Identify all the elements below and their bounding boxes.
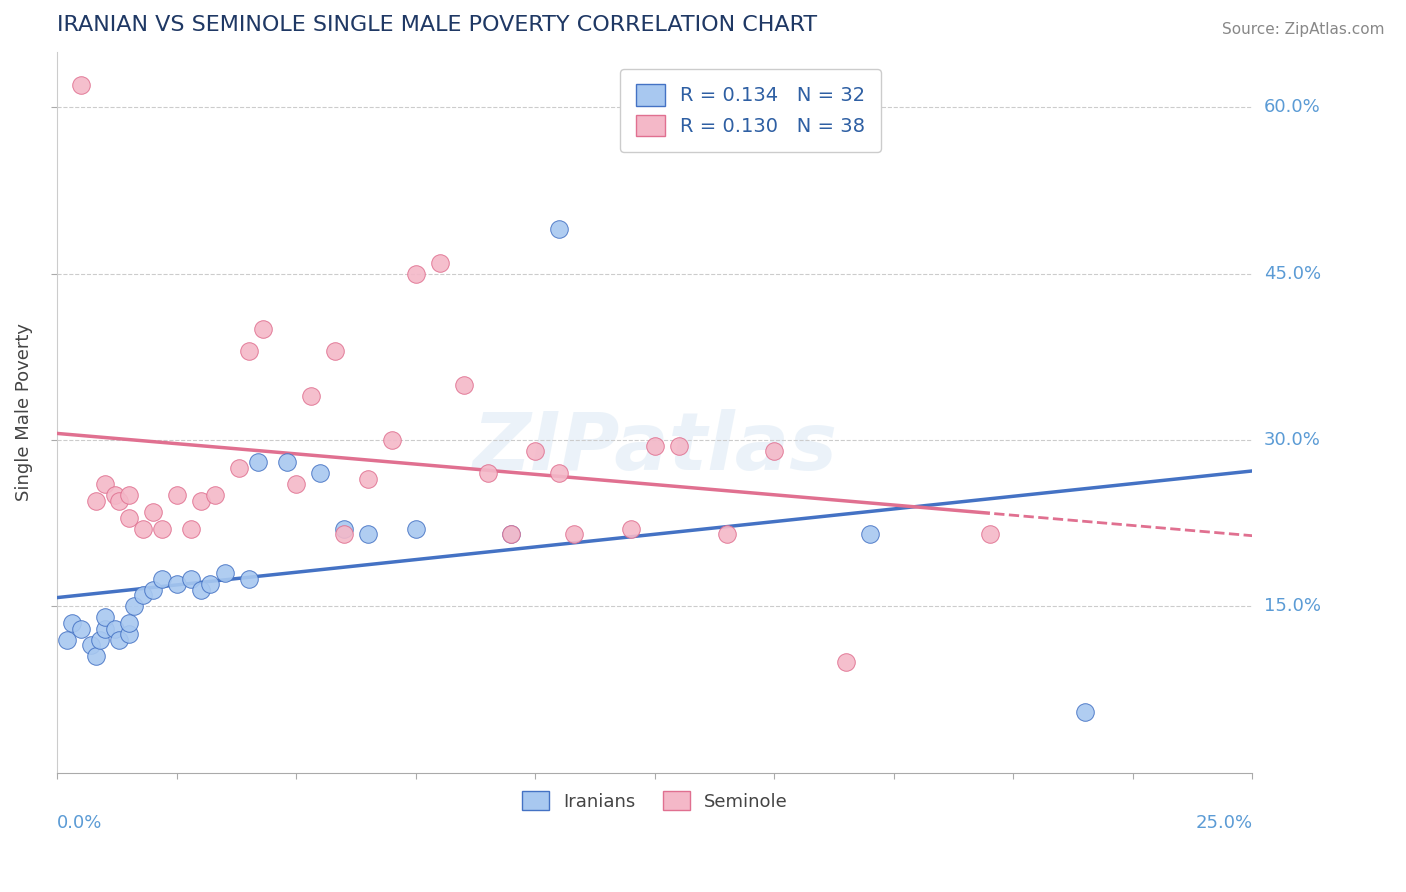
Text: ZIPatlas: ZIPatlas	[472, 409, 838, 487]
Point	[405, 267, 427, 281]
Point	[190, 494, 212, 508]
Point	[333, 527, 356, 541]
Text: IRANIAN VS SEMINOLE SINGLE MALE POVERTY CORRELATION CHART: IRANIAN VS SEMINOLE SINGLE MALE POVERTY …	[58, 15, 817, 35]
Point	[501, 527, 523, 541]
Point	[668, 439, 690, 453]
Point	[180, 572, 202, 586]
Point	[70, 78, 93, 92]
Point	[152, 572, 174, 586]
Point	[84, 649, 107, 664]
Point	[80, 638, 103, 652]
Point	[309, 467, 332, 481]
Point	[381, 433, 404, 447]
Legend: Iranians, Seminole: Iranians, Seminole	[515, 783, 796, 818]
Point	[166, 577, 188, 591]
Point	[60, 615, 83, 630]
Point	[323, 344, 346, 359]
Point	[56, 632, 79, 647]
Point	[228, 460, 250, 475]
Point	[104, 488, 127, 502]
Point	[453, 377, 475, 392]
Point	[859, 527, 882, 541]
Text: 25.0%: 25.0%	[1195, 814, 1253, 832]
Point	[118, 510, 141, 524]
Y-axis label: Single Male Poverty: Single Male Poverty	[15, 323, 32, 501]
Point	[142, 582, 165, 597]
Point	[200, 577, 222, 591]
Point	[562, 527, 585, 541]
Text: 60.0%: 60.0%	[1264, 98, 1320, 116]
Point	[247, 455, 270, 469]
Text: 0.0%: 0.0%	[58, 814, 103, 832]
Point	[94, 610, 117, 624]
Point	[620, 522, 643, 536]
Point	[299, 389, 322, 403]
Point	[548, 222, 571, 236]
Point	[84, 494, 107, 508]
Point	[405, 522, 427, 536]
Point	[118, 488, 141, 502]
Point	[252, 322, 274, 336]
Point	[89, 632, 111, 647]
Point	[285, 477, 308, 491]
Point	[142, 505, 165, 519]
Point	[524, 444, 547, 458]
Point	[357, 527, 380, 541]
Point	[118, 615, 141, 630]
Point	[501, 527, 523, 541]
Point	[132, 522, 155, 536]
Point	[118, 627, 141, 641]
Point	[204, 488, 226, 502]
Point	[1074, 705, 1097, 719]
Point	[214, 566, 236, 580]
Point	[190, 582, 212, 597]
Point	[238, 344, 260, 359]
Text: 45.0%: 45.0%	[1264, 265, 1320, 283]
Point	[548, 467, 571, 481]
Point	[132, 588, 155, 602]
Point	[70, 622, 93, 636]
Point	[238, 572, 260, 586]
Point	[108, 494, 131, 508]
Text: 30.0%: 30.0%	[1264, 431, 1320, 449]
Text: 15.0%: 15.0%	[1264, 598, 1320, 615]
Point	[333, 522, 356, 536]
Point	[477, 467, 499, 481]
Point	[166, 488, 188, 502]
Point	[276, 455, 298, 469]
Point	[104, 622, 127, 636]
Point	[122, 599, 145, 614]
Point	[94, 477, 117, 491]
Point	[835, 655, 858, 669]
Point	[979, 527, 1001, 541]
Point	[94, 622, 117, 636]
Point	[357, 472, 380, 486]
Point	[429, 255, 451, 269]
Point	[716, 527, 738, 541]
Point	[108, 632, 131, 647]
Point	[180, 522, 202, 536]
Point	[152, 522, 174, 536]
Point	[763, 444, 786, 458]
Point	[644, 439, 666, 453]
Text: Source: ZipAtlas.com: Source: ZipAtlas.com	[1222, 22, 1385, 37]
